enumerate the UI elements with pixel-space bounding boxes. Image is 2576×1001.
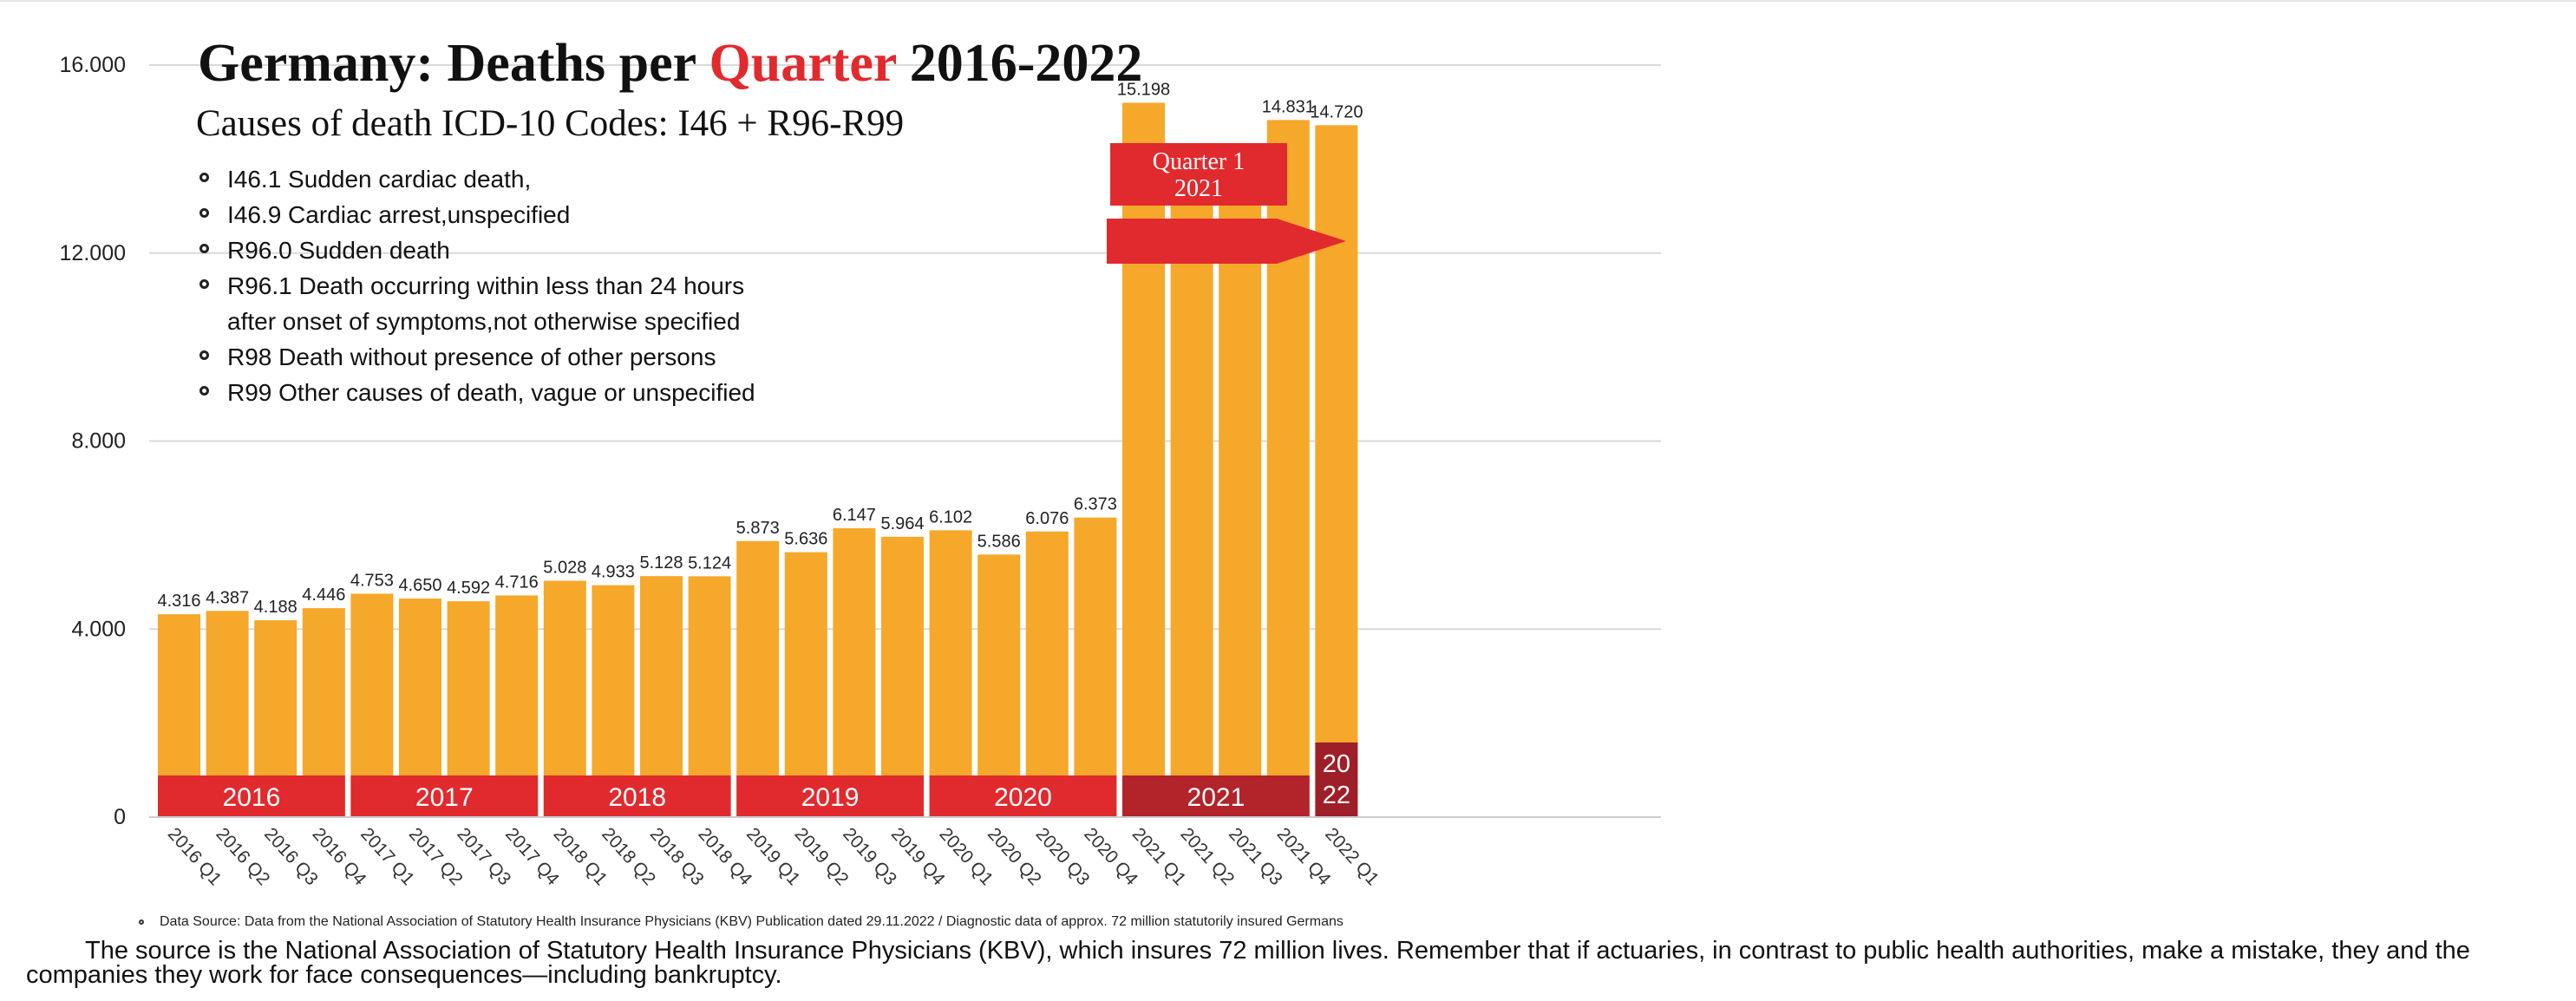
year-band <box>1122 775 1310 817</box>
year-band-label: 2019 <box>801 783 860 812</box>
bar-value-label: 5.873 <box>736 519 780 538</box>
bar <box>881 536 924 817</box>
bar <box>736 540 780 817</box>
callout-line: Quarter 1 <box>1152 148 1246 175</box>
bar-value-label: 4.933 <box>592 563 635 582</box>
icd-code-text: R96.0 Sudden death <box>227 237 450 264</box>
y-tick-label: 0 <box>114 805 126 829</box>
bar <box>833 527 876 817</box>
icd-code-item: R96.1 Death occurring within less than 2… <box>198 268 755 339</box>
bullet-icon <box>199 386 209 396</box>
icd-code-text: after onset of symptoms,not otherwise sp… <box>227 308 741 335</box>
article-paragraph: The source is the National Association o… <box>26 937 2470 989</box>
bullet-icon <box>199 244 209 253</box>
chart-subtitle: Causes of death ICD-10 Codes: I46 + R96-… <box>196 103 905 144</box>
callout-arrow-icon <box>1107 219 1346 264</box>
icd-code-item: I46.1 Sudden cardiac death, <box>198 161 755 197</box>
bullet-icon <box>199 208 209 218</box>
y-tick-label: 12.000 <box>60 241 126 265</box>
year-band <box>1315 743 1358 817</box>
year-band <box>736 775 924 817</box>
bar-value-label: 4.188 <box>254 598 297 617</box>
bar-value-label: 6.373 <box>1074 495 1117 514</box>
bar-value-label: 5.124 <box>688 553 731 572</box>
bar <box>1170 186 1213 817</box>
icd-code-text: R98 Death without presence of other pers… <box>227 343 716 370</box>
bullet-icon <box>199 173 209 182</box>
icd-code-item: R96.0 Sudden death <box>198 232 755 268</box>
icd-code-item: R98 Death without presence of other pers… <box>198 339 755 375</box>
icd-code-text: R99 Other causes of death, vague or unsp… <box>227 379 755 406</box>
bar-value-label: 4.753 <box>350 571 394 590</box>
bar-value-label: 6.102 <box>929 507 972 527</box>
bullet-icon <box>139 919 144 925</box>
bar <box>929 530 972 817</box>
year-band-label: 2016 <box>223 783 281 812</box>
bar-value-label: 4.316 <box>157 592 200 611</box>
bar-value-label: 14.720 <box>1310 102 1363 121</box>
year-band <box>158 775 345 817</box>
bar <box>1122 102 1165 817</box>
bar-value-label: 6.076 <box>1025 509 1069 528</box>
year-band-label: 2021 <box>1187 783 1246 812</box>
year-band-label: 2020 <box>994 783 1052 812</box>
callout-line: 2021 <box>1174 175 1223 202</box>
bullet-icon <box>199 350 209 360</box>
year-band <box>543 775 731 817</box>
chart-title: Germany: Deaths per Quarter 2016-2022 <box>198 34 1143 93</box>
icd-code-text: R96.1 Death occurring within less than 2… <box>227 272 745 299</box>
bullet-icon <box>199 279 209 289</box>
bar-value-label: 15.198 <box>1117 80 1170 99</box>
bar <box>1074 517 1117 817</box>
bar <box>784 552 827 817</box>
icd-code-text: I46.1 Sudden cardiac death, <box>227 166 532 193</box>
icd-code-item: R99 Other causes of death, vague or unsp… <box>198 375 755 410</box>
bar-value-label: 4.446 <box>302 586 345 605</box>
bar-value-label: 4.387 <box>206 588 249 607</box>
data-source-note: Data Source: Data from the National Asso… <box>139 914 1344 930</box>
title-accent: Quarter <box>709 34 897 93</box>
year-band <box>350 775 539 817</box>
icd-code-text: I46.9 Cardiac arrest,unspecified <box>227 201 571 228</box>
bar-value-label: 6.147 <box>833 506 876 525</box>
bar-value-label: 5.586 <box>977 532 1021 551</box>
year-band <box>929 775 1117 817</box>
year-band-label: 20 <box>1323 750 1350 778</box>
y-tick-label: 16.000 <box>60 53 126 77</box>
bar-value-label: 4.716 <box>495 572 539 592</box>
y-tick-label: 8.000 <box>71 429 126 454</box>
bar-value-label: 5.964 <box>880 514 924 533</box>
bar <box>977 554 1021 817</box>
year-band-label: 22 <box>1323 782 1350 809</box>
bar-value-label: 14.831 <box>1262 97 1315 116</box>
bar-value-label: 5.028 <box>543 559 586 578</box>
bar <box>1025 531 1069 817</box>
icd-code-item: I46.9 Cardiac arrest,unspecified <box>198 197 755 232</box>
bar <box>1219 176 1262 818</box>
bar-value-label: 5.636 <box>784 530 827 549</box>
bar-value-label: 5.128 <box>639 553 683 572</box>
top-border <box>0 0 2576 2</box>
year-band-label: 2017 <box>415 783 474 812</box>
year-band-label: 2018 <box>608 783 666 812</box>
bar-value-label: 4.592 <box>447 579 490 598</box>
y-tick-label: 4.000 <box>71 617 126 641</box>
bar-value-label: 4.650 <box>398 576 441 595</box>
quarter-callout: Quarter 1 2021 <box>1110 143 1287 206</box>
icd-codes-list: I46.1 Sudden cardiac death, I46.9 Cardiac… <box>198 161 755 410</box>
